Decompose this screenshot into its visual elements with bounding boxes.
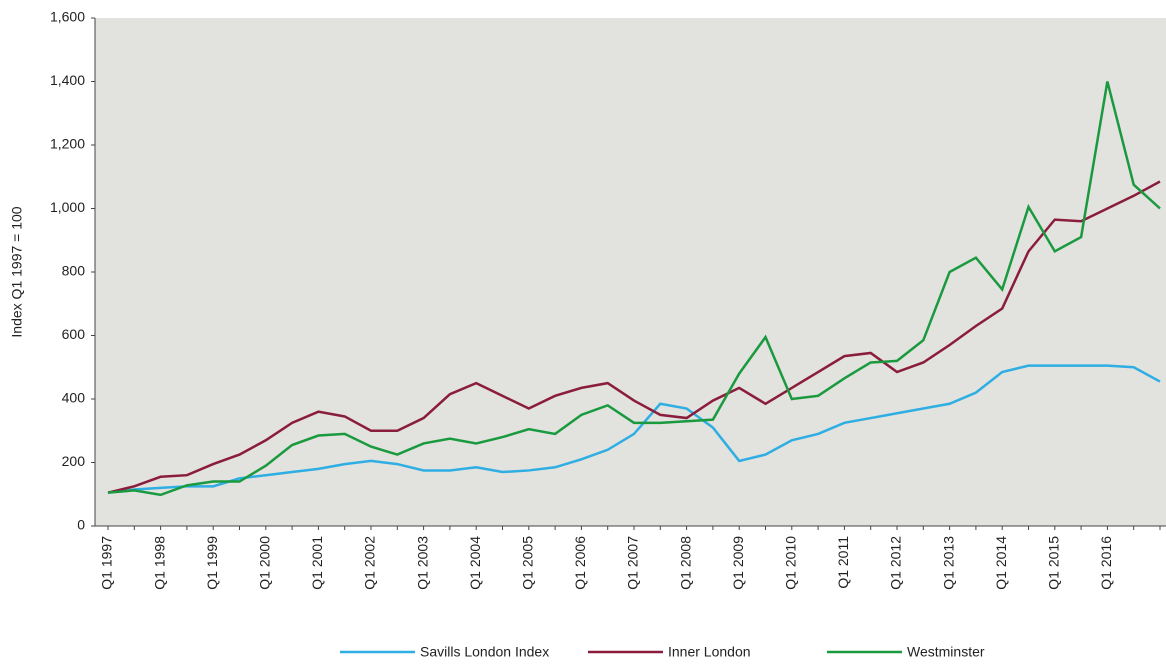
x-tick-label: Q1 2007 bbox=[625, 536, 641, 590]
x-tick-label: Q1 2006 bbox=[572, 536, 588, 590]
x-tick-label: Q1 2001 bbox=[309, 536, 325, 590]
x-tick-label: Q1 2010 bbox=[783, 536, 799, 590]
y-tick-label: 200 bbox=[62, 453, 86, 469]
y-tick-label: 1,200 bbox=[50, 136, 85, 152]
x-tick-label: Q1 2015 bbox=[1046, 536, 1062, 590]
series-line bbox=[107, 81, 1161, 497]
y-tick-label: 0 bbox=[77, 517, 85, 533]
x-tick-label: Q1 2013 bbox=[940, 536, 956, 590]
x-tick-label: Q1 2009 bbox=[730, 536, 746, 590]
y-tick-label: 1,400 bbox=[50, 72, 85, 88]
y-tick-label: 1,000 bbox=[50, 199, 85, 215]
y-tick-label: 1,600 bbox=[50, 9, 85, 25]
x-tick-label: Q1 2011 bbox=[835, 536, 851, 589]
x-tick-label: Q1 2000 bbox=[257, 536, 273, 590]
y-tick-label: 800 bbox=[62, 263, 86, 279]
x-tick-label: Q1 1998 bbox=[151, 536, 167, 590]
plot-area bbox=[95, 18, 1166, 526]
x-tick-label: Q1 2008 bbox=[677, 536, 693, 590]
x-tick-label: Q1 2005 bbox=[520, 536, 536, 590]
x-tick-label: Q1 1997 bbox=[99, 536, 115, 590]
x-tick-label: Q1 2003 bbox=[414, 536, 430, 590]
legend-label: Inner London bbox=[668, 644, 751, 660]
legend-label: Westminster bbox=[907, 644, 985, 660]
x-tick-label: Q1 2004 bbox=[467, 536, 483, 590]
x-tick-label: Q1 2002 bbox=[362, 536, 378, 590]
x-tick-label: Q1 1999 bbox=[204, 536, 220, 590]
y-tick-label: 600 bbox=[62, 326, 86, 342]
x-tick-label: Q1 2014 bbox=[993, 536, 1009, 590]
series-line bbox=[107, 180, 1161, 494]
x-tick-label: Q1 2016 bbox=[1098, 536, 1114, 590]
x-tick-label: Q1 2012 bbox=[888, 536, 904, 590]
series-line bbox=[107, 364, 1161, 494]
y-tick-label: 400 bbox=[62, 390, 86, 406]
legend-label: Savills London Index bbox=[420, 644, 549, 660]
y-axis-title: Index Q1 1997 = 100 bbox=[9, 206, 25, 337]
